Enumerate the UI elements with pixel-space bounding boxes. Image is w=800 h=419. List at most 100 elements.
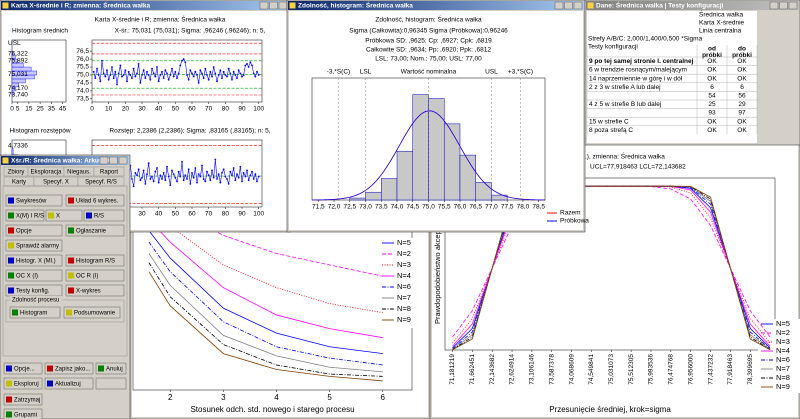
series-point <box>239 72 242 75</box>
window-button[interactable] <box>573 1 583 10</box>
series-point <box>234 179 237 182</box>
button[interactable] <box>3 377 43 390</box>
series-point <box>179 175 182 178</box>
series-point <box>197 82 200 84</box>
button-icon <box>6 380 12 387</box>
series-point <box>154 75 157 78</box>
button-icon <box>8 212 14 219</box>
window-button[interactable] <box>564 1 573 10</box>
series-point <box>216 80 218 83</box>
button-icon <box>68 287 74 294</box>
series-point <box>159 74 162 76</box>
series-point <box>219 69 222 72</box>
button-icon <box>66 309 72 316</box>
series-point <box>151 67 153 70</box>
tab-label: Zbiory <box>8 169 25 175</box>
x-tick-label: 72,5 <box>343 204 356 211</box>
button-icon <box>6 396 12 403</box>
button[interactable] <box>95 377 127 390</box>
series-point <box>121 75 123 78</box>
button[interactable] <box>9 306 61 319</box>
cell: 56 <box>738 93 746 100</box>
window-button[interactable] <box>278 1 288 10</box>
window-button[interactable] <box>788 1 798 10</box>
series-point <box>239 165 242 168</box>
histogram-bar <box>396 150 414 201</box>
cell: 97 <box>738 110 746 117</box>
button[interactable] <box>5 194 63 207</box>
button[interactable] <box>5 254 63 267</box>
window-button[interactable] <box>109 156 118 165</box>
histogram-bar <box>11 78 26 84</box>
series-point <box>251 170 253 173</box>
window-button[interactable] <box>118 156 128 165</box>
series-point <box>241 75 243 78</box>
window-title: Dane: Średnica wałka | Testy konfiguracj… <box>596 1 724 10</box>
series-point <box>194 70 197 73</box>
y-tick-label: 76,5 <box>76 48 89 55</box>
button-label: X(M) I R/S <box>16 214 44 220</box>
x-axis-label: Przesunięcie średniej, krok=sigma <box>549 405 671 414</box>
histogram-bar <box>11 54 16 60</box>
x-tick-label: 74,5 <box>406 204 419 211</box>
window-title: Karta X-średnie i R; zmienna: Średnica w… <box>11 1 150 10</box>
series-point <box>197 173 200 176</box>
series-point <box>212 176 215 179</box>
button[interactable] <box>5 269 63 282</box>
button[interactable] <box>63 306 121 319</box>
button[interactable] <box>5 239 63 252</box>
button[interactable] <box>44 377 94 390</box>
window-button[interactable] <box>554 1 564 10</box>
x-tick-label: 75,0 <box>422 204 435 211</box>
legend-label: N=8 <box>397 304 411 313</box>
window-button[interactable] <box>269 1 278 10</box>
series-point <box>196 74 198 76</box>
window-button[interactable] <box>769 1 779 10</box>
button[interactable] <box>3 408 43 419</box>
tab[interactable] <box>93 166 125 177</box>
series-point <box>212 66 215 68</box>
x-tick-label: 72,624914 <box>509 354 516 385</box>
legend-label: N=4 <box>397 271 411 280</box>
series-point <box>134 75 137 78</box>
histogram-bar <box>349 197 366 201</box>
button[interactable] <box>65 254 125 267</box>
series-point <box>177 170 180 173</box>
chart-subtitle: UCL=77,918463 LCL=72,143682 <box>590 164 686 171</box>
histogram-title: Histogram rozstępów <box>9 128 70 135</box>
series-point <box>221 171 223 174</box>
series-point <box>147 74 150 76</box>
window-button[interactable] <box>99 156 109 165</box>
window-button[interactable] <box>259 1 269 10</box>
x-tick-label: 77,0 <box>485 204 498 211</box>
button-icon <box>6 365 12 372</box>
button[interactable] <box>3 362 43 375</box>
button[interactable] <box>65 284 125 297</box>
button[interactable] <box>5 224 63 237</box>
series-point <box>207 78 210 81</box>
histogram-bar <box>428 98 445 201</box>
button[interactable] <box>65 224 125 237</box>
button[interactable] <box>45 209 83 222</box>
button[interactable] <box>65 269 125 282</box>
series-point <box>232 70 235 73</box>
button[interactable] <box>95 362 127 375</box>
button-label: Testy konfig. <box>16 289 50 295</box>
series-point <box>139 179 142 182</box>
series-point <box>177 72 180 75</box>
button[interactable] <box>83 209 125 222</box>
button-icon <box>48 212 54 219</box>
button[interactable] <box>5 209 45 222</box>
row-label: 15 w strefie C <box>589 118 629 125</box>
series-point <box>172 75 175 78</box>
button[interactable] <box>44 362 94 375</box>
x-tick-label: 0 <box>10 106 14 113</box>
series-point <box>161 70 163 73</box>
button[interactable] <box>65 194 125 207</box>
series-line <box>148 241 383 366</box>
window-button[interactable] <box>779 1 788 10</box>
button[interactable] <box>3 393 43 406</box>
y-tick-label: 73,5 <box>76 96 89 103</box>
row-label: 9 po tej samej stronie l. centralnej <box>589 58 694 65</box>
series-point <box>224 175 227 178</box>
